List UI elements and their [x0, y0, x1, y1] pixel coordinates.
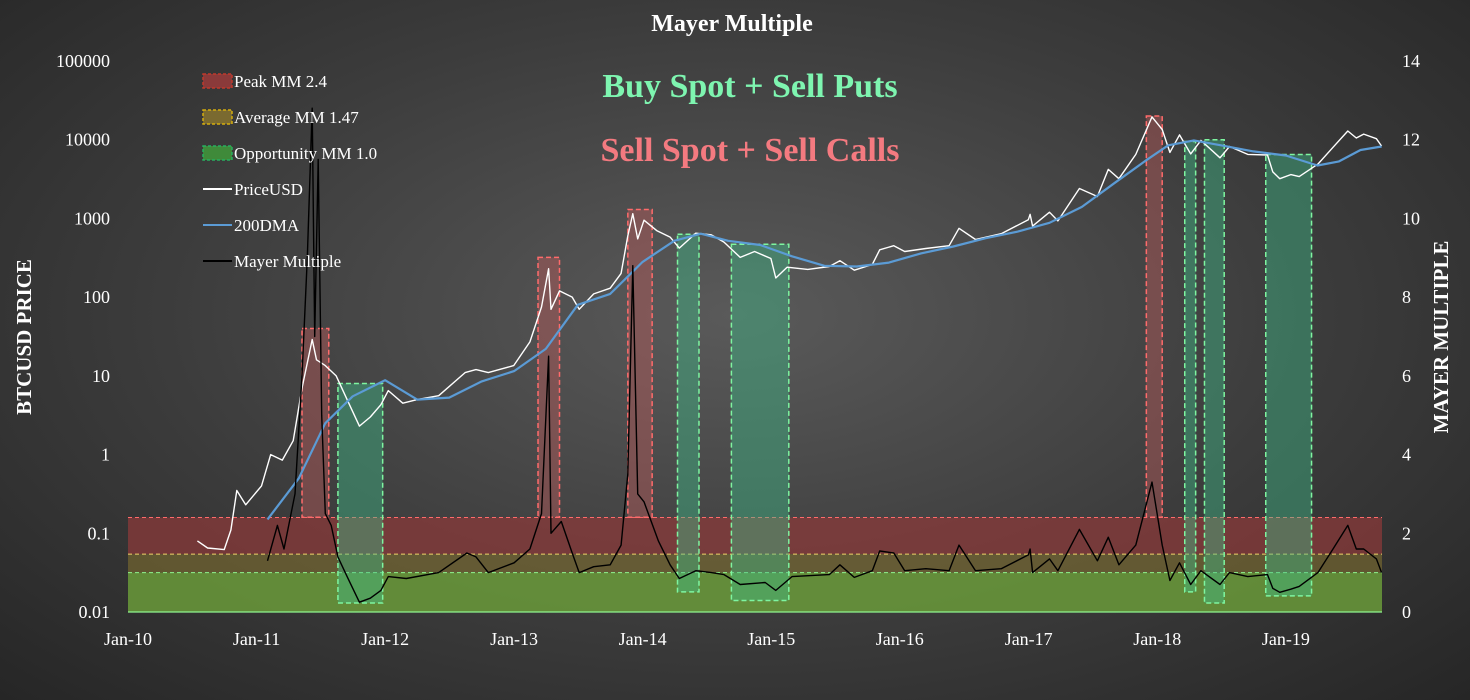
- x-tick-label: Jan-16: [876, 629, 924, 649]
- legend-item: Peak MM 2.4: [202, 72, 328, 91]
- x-tick-label: Jan-14: [619, 629, 667, 649]
- y-tick-label: 10000: [65, 130, 110, 150]
- legend-label: PriceUSD: [234, 180, 303, 199]
- x-tick-label: Jan-19: [1262, 629, 1310, 649]
- legend-item: 200DMA: [203, 216, 300, 235]
- legend-swatch: [202, 145, 233, 161]
- y-tick-label: 0.01: [79, 602, 111, 622]
- y2-tick-label: 0: [1402, 602, 1411, 622]
- legend-swatch: [202, 109, 233, 125]
- series-layer: [197, 107, 1383, 603]
- y-axis-title: BTCUSD PRICE: [12, 259, 36, 415]
- tick-layer: 100000 10000 1000 100 10 1 0.1 0.01 14 12 10 8 6 4 2 0 J…: [56, 51, 1420, 649]
- opportunity-zone-2: [730, 243, 790, 602]
- y2-axis-title: MAYER MULTIPLE: [1429, 241, 1453, 434]
- peak-zone-3: [1145, 115, 1163, 518]
- legend-label: 200DMA: [234, 216, 300, 235]
- y2-tick-label: 10: [1402, 208, 1420, 228]
- legend-item: Opportunity MM 1.0: [202, 144, 377, 163]
- legend-swatch: [202, 73, 233, 89]
- series-line-priceusd: [197, 116, 1383, 551]
- legend-item: Mayer Multiple: [203, 252, 341, 271]
- opportunity-band: [128, 572, 1382, 612]
- legend-item: PriceUSD: [203, 180, 303, 199]
- y2-tick-label: 6: [1402, 366, 1411, 386]
- band-layer: [128, 517, 1382, 613]
- legend-label: Peak MM 2.4: [234, 72, 328, 91]
- x-tick-label: Jan-11: [233, 629, 280, 649]
- series-line-200dma: [266, 139, 1382, 521]
- x-tick-label: Jan-13: [490, 629, 538, 649]
- y2-tick-label: 2: [1402, 523, 1411, 543]
- y-tick-label: 100000: [56, 51, 110, 71]
- y2-tick-label: 8: [1402, 287, 1411, 307]
- y2-tick-label: 4: [1402, 445, 1411, 465]
- peak-zone-2: [627, 208, 653, 518]
- y-tick-label: 10: [92, 366, 110, 386]
- legend-item: Average MM 1.47: [202, 108, 359, 127]
- chart-title: Mayer Multiple: [651, 11, 813, 37]
- x-tick-label: Jan-10: [104, 629, 152, 649]
- average-band: [128, 554, 1382, 573]
- series-line-mayer-multiple: [266, 107, 1383, 603]
- legend: Peak MM 2.4 Average MM 1.47 Opportunity MM…: [202, 72, 377, 271]
- annotation-sell: Sell Spot + Sell Calls: [601, 132, 900, 169]
- y-tick-label: 1000: [74, 208, 110, 228]
- annotation-buy: Buy Spot + Sell Puts: [602, 68, 897, 105]
- legend-label: Opportunity MM 1.0: [234, 144, 377, 163]
- peak-band: [128, 517, 1382, 555]
- opportunity-zone-4: [1203, 138, 1225, 604]
- opportunity-zone-0: [337, 382, 384, 604]
- y-tick-label: 100: [83, 287, 110, 307]
- x-tick-label: Jan-12: [361, 629, 409, 649]
- zone-layer: [301, 115, 1313, 604]
- y-tick-label: 0.1: [88, 523, 111, 543]
- opportunity-zone-5: [1265, 153, 1313, 597]
- y2-tick-label: 14: [1402, 51, 1420, 71]
- x-tick-label: Jan-17: [1005, 629, 1053, 649]
- legend-label: Average MM 1.47: [234, 108, 359, 127]
- x-tick-label: Jan-15: [747, 629, 795, 649]
- legend-label: Mayer Multiple: [234, 252, 341, 271]
- opportunity-zone-1: [676, 233, 700, 593]
- opportunity-zone-3: [1183, 140, 1197, 593]
- y2-tick-label: 12: [1402, 130, 1420, 150]
- x-tick-label: Jan-18: [1133, 629, 1181, 649]
- y-tick-label: 1: [101, 445, 110, 465]
